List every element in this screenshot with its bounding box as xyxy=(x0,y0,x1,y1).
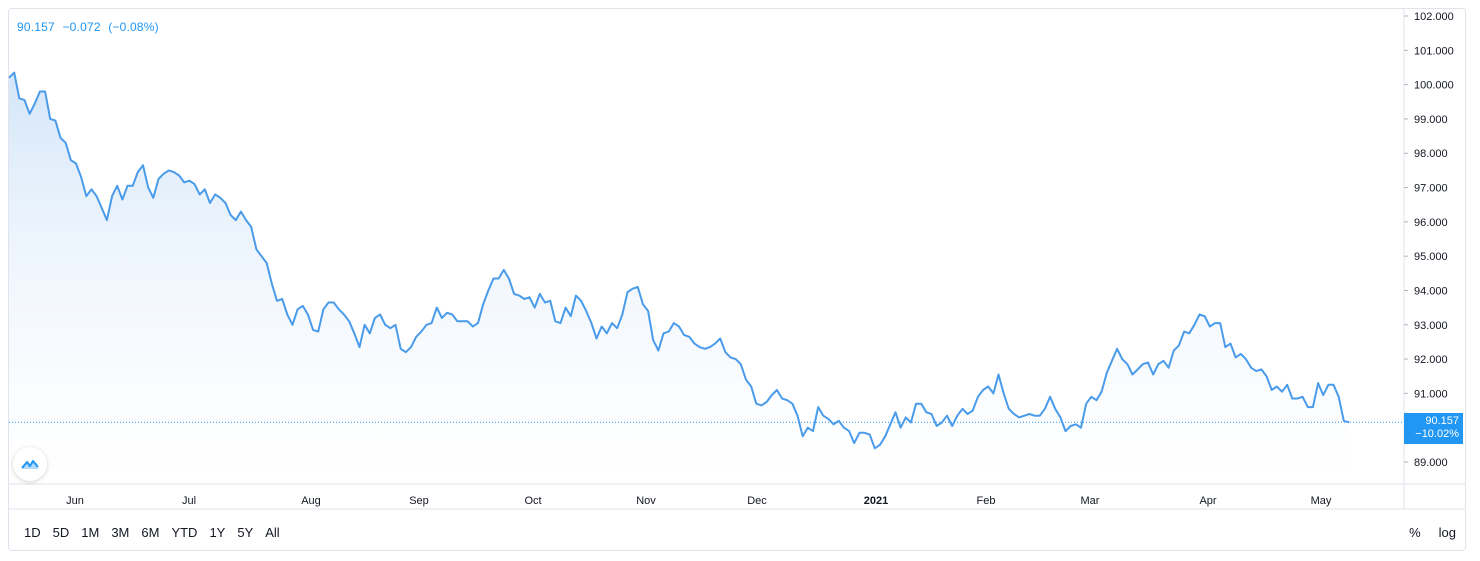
y-tick-label: 95.000 xyxy=(1414,251,1448,263)
x-tick-label: Mar xyxy=(1081,495,1100,507)
last-price-pct: −10.02% xyxy=(1415,428,1459,441)
axes: 102.000 101.000 100.000 99.000 98.000 97.000 9… xyxy=(9,9,1465,510)
y-tick-label: 92.000 xyxy=(1414,354,1448,366)
y-tick-label: 93.000 xyxy=(1414,320,1448,332)
x-tick-label: Jul xyxy=(182,495,196,507)
last-price-label: 90.157 −10.02% xyxy=(1404,413,1463,445)
x-tick-label: Feb xyxy=(977,495,996,507)
plot-area xyxy=(8,71,1404,484)
legend-price: 90.157 xyxy=(17,20,55,34)
price-area-fill xyxy=(9,72,1349,484)
log-scale-button[interactable]: log xyxy=(1438,525,1456,540)
x-tick-label: Dec xyxy=(747,495,767,507)
x-tick-label: 2021 xyxy=(864,495,888,507)
scale-tools: % log xyxy=(1407,522,1458,543)
x-tick-label: Nov xyxy=(636,495,656,507)
range-button-5d[interactable]: 5D xyxy=(52,525,70,540)
y-tick-label: 96.000 xyxy=(1414,217,1448,229)
x-tick-label: Sep xyxy=(409,495,429,507)
range-toolbar: 1D 5D 1M 3M 6M YTD 1Y 5Y All xyxy=(20,522,286,543)
y-tick-label: 99.000 xyxy=(1414,114,1448,126)
range-button-1d[interactable]: 1D xyxy=(24,525,41,540)
percent-scale-button[interactable]: % xyxy=(1409,525,1421,540)
price-legend: 90.157 −0.072 (−0.08%) xyxy=(17,20,163,34)
y-tick-label: 98.000 xyxy=(1414,148,1448,160)
y-tick-label: 100.000 xyxy=(1414,80,1454,92)
legend-change-pct: (−0.08%) xyxy=(108,20,159,34)
x-tick-label: Jun xyxy=(66,495,84,507)
tradingview-cloud-icon[interactable] xyxy=(13,447,47,481)
y-tick-label: 91.000 xyxy=(1414,388,1448,400)
x-tick-label: May xyxy=(1311,495,1332,507)
y-tick-label: 94.000 xyxy=(1414,285,1448,297)
range-button-1m[interactable]: 1M xyxy=(81,525,100,540)
x-tick-label: Apr xyxy=(1199,495,1216,507)
y-tick-label: 89.000 xyxy=(1414,457,1448,469)
price-series-line xyxy=(8,71,1350,450)
y-tick-label: 101.000 xyxy=(1414,45,1454,57)
y-tick-label: 97.000 xyxy=(1414,183,1448,195)
x-tick-label: Aug xyxy=(301,495,321,507)
range-button-ytd[interactable]: YTD xyxy=(171,525,198,540)
x-tick-label: Oct xyxy=(524,495,541,507)
range-button-6m[interactable]: 6M xyxy=(141,525,160,540)
y-tick-label: 102.000 xyxy=(1414,11,1454,23)
last-price-value: 90.157 xyxy=(1425,415,1459,428)
legend-change: −0.072 xyxy=(62,20,101,34)
range-button-3m[interactable]: 3M xyxy=(111,525,130,540)
range-button-1y[interactable]: 1Y xyxy=(209,525,226,540)
range-button-all[interactable]: All xyxy=(265,525,280,540)
range-button-5y[interactable]: 5Y xyxy=(237,525,254,540)
